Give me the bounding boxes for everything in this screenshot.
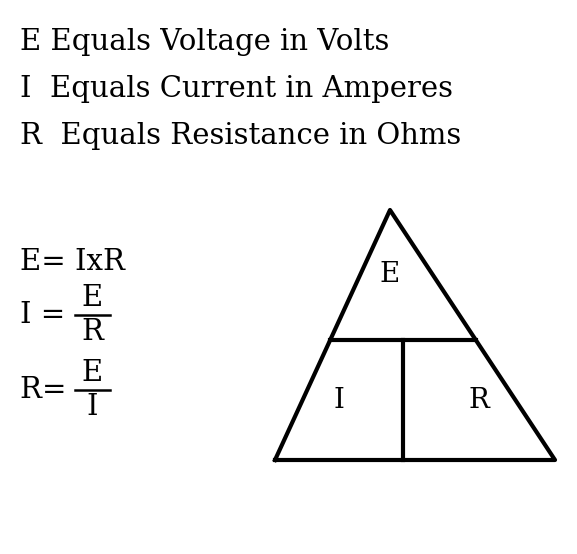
Text: R=: R=	[20, 376, 76, 404]
Text: E: E	[82, 284, 103, 312]
Text: E= IxR: E= IxR	[20, 248, 125, 276]
Text: E Equals Voltage in Volts: E Equals Voltage in Volts	[20, 28, 389, 56]
Text: R: R	[469, 387, 489, 413]
Text: R  Equals Resistance in Ohms: R Equals Resistance in Ohms	[20, 122, 461, 150]
Text: I: I	[334, 387, 344, 413]
Text: E: E	[82, 359, 103, 387]
Text: R: R	[81, 318, 103, 346]
Text: I  Equals Current in Amperes: I Equals Current in Amperes	[20, 75, 453, 103]
Text: E: E	[380, 261, 400, 289]
Text: I =: I =	[20, 301, 74, 329]
Text: I: I	[87, 393, 98, 421]
